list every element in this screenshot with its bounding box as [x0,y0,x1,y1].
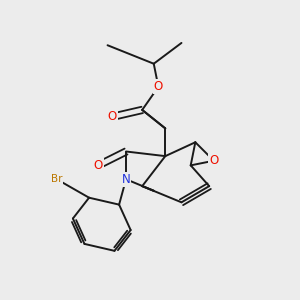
Text: O: O [107,110,117,123]
Text: N: N [122,173,130,186]
Text: O: O [209,154,218,167]
Text: O: O [154,80,163,93]
Text: O: O [94,159,103,172]
Text: Br: Br [51,174,62,184]
